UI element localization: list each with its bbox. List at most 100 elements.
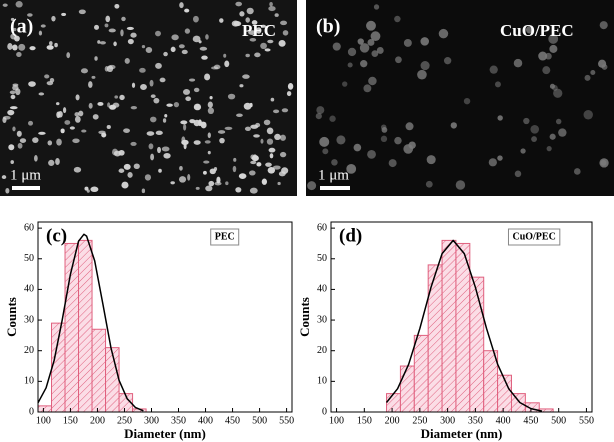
particle (523, 117, 530, 125)
particle (270, 97, 275, 102)
particle (250, 160, 257, 165)
particle (131, 82, 136, 88)
particle (84, 186, 89, 191)
particle (599, 21, 608, 30)
particle (287, 82, 294, 90)
particle (395, 56, 402, 64)
particle (347, 47, 357, 57)
particle (347, 62, 353, 68)
particle (207, 101, 213, 108)
particle (443, 56, 452, 65)
particle (278, 39, 286, 47)
particle (322, 148, 329, 155)
particle (10, 94, 16, 100)
particle (244, 126, 251, 131)
particle (80, 68, 88, 74)
particle (394, 136, 402, 145)
particle (10, 160, 14, 165)
particle (101, 132, 107, 138)
particle (193, 15, 199, 23)
x-tick-label: 450 (225, 415, 240, 426)
particle (205, 185, 213, 192)
particle (130, 141, 137, 146)
bar (469, 276, 485, 413)
particle (127, 38, 134, 45)
bar (105, 347, 120, 413)
particle (12, 126, 16, 132)
x-tick-label: 350 (468, 415, 483, 426)
particle (104, 23, 109, 28)
particle (264, 48, 271, 52)
particle (381, 127, 388, 133)
particle (106, 65, 114, 73)
x-tick-label: 300 (440, 415, 455, 426)
particle (332, 42, 341, 51)
y-tick-label: 10 (24, 376, 34, 387)
particle (331, 159, 338, 166)
bar (510, 393, 526, 413)
particle (388, 159, 397, 168)
particle (51, 15, 56, 22)
particle (307, 181, 317, 191)
particle (10, 17, 15, 21)
particle (367, 38, 375, 46)
particle (159, 77, 166, 83)
particle (18, 43, 26, 51)
particle (178, 44, 185, 49)
particle (106, 125, 111, 130)
bar (386, 393, 401, 413)
x-tick-label: 200 (90, 415, 105, 426)
y-tick-label: 50 (24, 253, 34, 264)
particle (260, 24, 267, 28)
particle (162, 118, 167, 123)
particle (7, 42, 13, 50)
particle (261, 178, 268, 185)
bar (37, 405, 53, 413)
particle (316, 106, 325, 115)
bar (427, 264, 443, 413)
plot-frame (330, 221, 593, 413)
particle (260, 42, 267, 50)
particle (34, 155, 38, 162)
particle (141, 188, 146, 194)
particle (219, 18, 224, 23)
particle (207, 150, 211, 155)
y-tick-label: 20 (317, 345, 327, 356)
particle (130, 105, 138, 110)
particle (113, 41, 117, 47)
plot-frame (37, 221, 293, 413)
particle (48, 159, 55, 167)
particle (104, 66, 109, 72)
particle (209, 95, 213, 100)
particle (274, 13, 279, 17)
particle (555, 118, 562, 125)
particle (200, 121, 207, 129)
sample-name: PEC (242, 21, 276, 40)
sem-image-b (306, 0, 614, 196)
particle (127, 172, 133, 178)
particle (420, 37, 429, 46)
particle (57, 110, 63, 118)
particle (248, 30, 257, 35)
particle (426, 155, 436, 165)
particle (28, 81, 36, 87)
particle (12, 83, 19, 87)
particle (207, 132, 211, 139)
bar (441, 239, 457, 413)
particle (260, 138, 264, 144)
particle (15, 88, 21, 96)
particle (124, 58, 130, 64)
particle (202, 170, 207, 175)
particle (49, 41, 53, 46)
y-tick-label: 50 (317, 253, 327, 264)
x-tick-label: 500 (252, 415, 267, 426)
particle (584, 74, 591, 81)
particle (78, 110, 84, 117)
particle (371, 50, 379, 57)
particle (238, 173, 247, 179)
particle (366, 20, 376, 31)
particle (250, 124, 259, 129)
particle (9, 106, 18, 110)
particle (46, 45, 54, 50)
